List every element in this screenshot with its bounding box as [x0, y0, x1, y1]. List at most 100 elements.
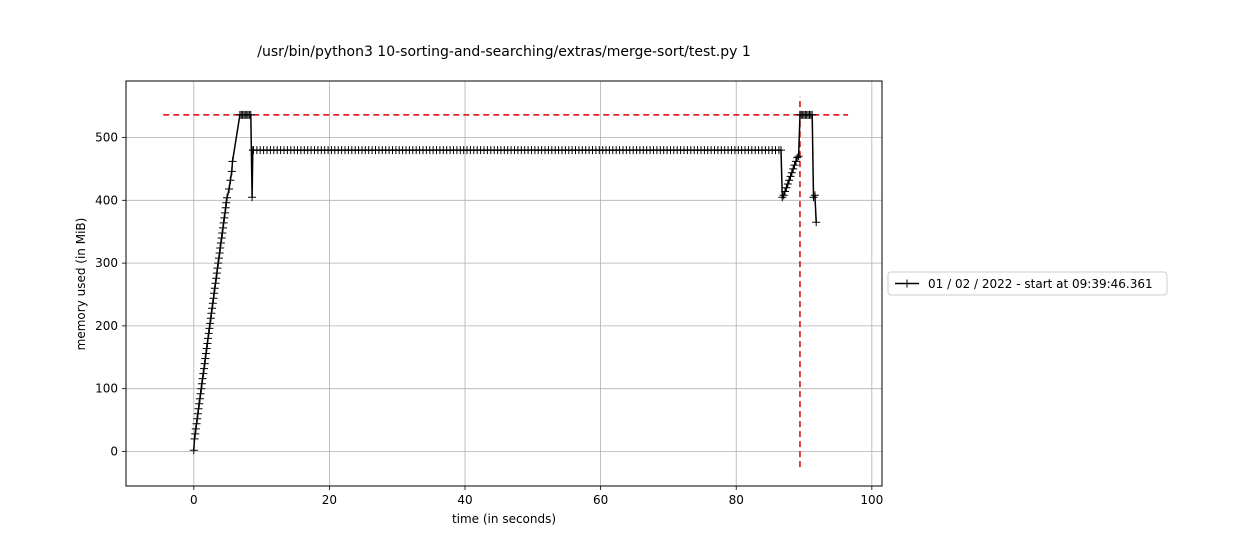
data-point-marker — [226, 176, 235, 185]
data-point-marker — [193, 409, 202, 418]
data-point-marker — [793, 153, 802, 162]
data-point-marker — [203, 339, 212, 348]
chart-title: /usr/bin/python3 10-sorting-and-searchin… — [257, 44, 750, 60]
data-point-marker — [228, 157, 237, 166]
data-point-marker — [220, 213, 229, 222]
data-point-marker — [199, 369, 208, 378]
x-tick-label: 0 — [190, 493, 198, 507]
data-point-marker — [200, 359, 209, 368]
data-point-marker — [219, 218, 228, 227]
data-point-marker — [778, 193, 787, 202]
data-point-marker — [213, 264, 222, 273]
data-point-marker — [212, 274, 221, 283]
data-point-marker — [194, 404, 203, 413]
data-point-marker — [196, 389, 205, 398]
data-point-marker — [214, 254, 223, 263]
data-point-marker — [206, 314, 215, 323]
data-point-marker — [791, 157, 800, 166]
data-point-marker — [212, 269, 221, 278]
data-point-marker — [191, 429, 200, 438]
data-point-marker — [217, 234, 226, 242]
data-point-marker — [790, 161, 799, 170]
data-point-marker — [221, 208, 229, 217]
data-point-marker — [201, 354, 210, 363]
data-point-marker — [207, 309, 216, 318]
data-point-marker — [223, 193, 231, 202]
data-point-marker — [189, 446, 198, 455]
memory-series-line — [193, 114, 817, 451]
data-point-marker — [204, 334, 212, 343]
data-point-marker — [777, 146, 785, 155]
data-point-marker — [225, 185, 234, 193]
data-point-marker — [808, 110, 817, 119]
data-point-marker — [216, 239, 225, 247]
data-point-marker — [779, 191, 788, 200]
x-axis-label: time (in seconds) — [452, 512, 556, 526]
data-point-marker — [210, 284, 219, 293]
x-tick-label: 100 — [860, 493, 883, 507]
data-point-marker — [810, 191, 819, 200]
legend: 01 / 02 / 2022 - start at 09:39:46.361 — [887, 271, 1168, 296]
legend-box — [887, 271, 1168, 296]
y-tick-label: 0 — [110, 444, 118, 458]
data-point-marker — [204, 329, 213, 338]
legend-marker-plus — [903, 279, 911, 288]
data-point-marker — [210, 289, 219, 298]
grid-lines — [126, 81, 882, 486]
data-point-marker — [211, 279, 220, 288]
data-series — [189, 110, 821, 455]
data-point-marker — [809, 193, 818, 202]
axis-ticks: 0 20 40 60 80 100 0 100 200 300 400 500 — [95, 131, 883, 507]
data-point-marker — [227, 167, 236, 176]
data-point-marker — [195, 399, 204, 408]
data-point-marker — [214, 259, 223, 268]
data-point-marker — [789, 164, 798, 173]
data-point-marker — [781, 187, 789, 196]
y-tick-label: 300 — [95, 256, 118, 270]
data-point-marker — [197, 379, 206, 388]
data-point-marker — [193, 414, 202, 423]
data-point-marker — [782, 183, 791, 192]
data-point-marker — [221, 203, 230, 212]
data-point-marker — [208, 299, 217, 308]
data-point-marker — [222, 198, 231, 207]
data-point-marker — [783, 180, 792, 188]
data-point-marker — [198, 374, 207, 383]
data-point-marker — [246, 110, 255, 119]
plot-area-frame — [125, 80, 883, 487]
data-point-marker — [787, 168, 796, 177]
data-point-marker — [195, 394, 204, 403]
y-tick-label: 500 — [95, 131, 118, 145]
data-point-marker — [192, 419, 201, 428]
reference-lines — [163, 96, 849, 468]
data-point-marker — [202, 349, 210, 358]
x-tick-label: 40 — [457, 493, 472, 507]
data-point-marker — [786, 172, 795, 181]
x-tick-label: 60 — [593, 493, 608, 507]
x-tick-label: 80 — [729, 493, 744, 507]
data-point-marker — [209, 294, 218, 303]
data-point-marker — [206, 319, 215, 328]
data-point-marker — [812, 218, 821, 227]
data-point-marker — [191, 424, 200, 433]
data-point-marker — [205, 324, 214, 333]
data-point-marker — [215, 249, 224, 257]
data-point-marker — [248, 193, 257, 202]
x-tick-label: 20 — [322, 493, 337, 507]
data-point-marker — [190, 434, 199, 443]
data-point-marker — [202, 344, 211, 353]
y-tick-label: 200 — [95, 319, 118, 333]
y-axis-label: memory used (in MiB) — [74, 218, 88, 351]
data-point-marker — [208, 304, 217, 313]
data-point-marker — [785, 176, 794, 185]
data-point-marker — [216, 244, 225, 252]
data-point-marker — [218, 229, 227, 237]
data-point-marker — [794, 152, 803, 161]
y-tick-label: 100 — [95, 382, 118, 396]
legend-entry-label: 01 / 02 / 2022 - start at 09:39:46.361 — [928, 277, 1153, 291]
data-point-marker — [200, 364, 208, 373]
data-point-marker — [219, 223, 227, 232]
y-tick-label: 400 — [95, 193, 118, 207]
data-point-marker — [197, 384, 206, 393]
